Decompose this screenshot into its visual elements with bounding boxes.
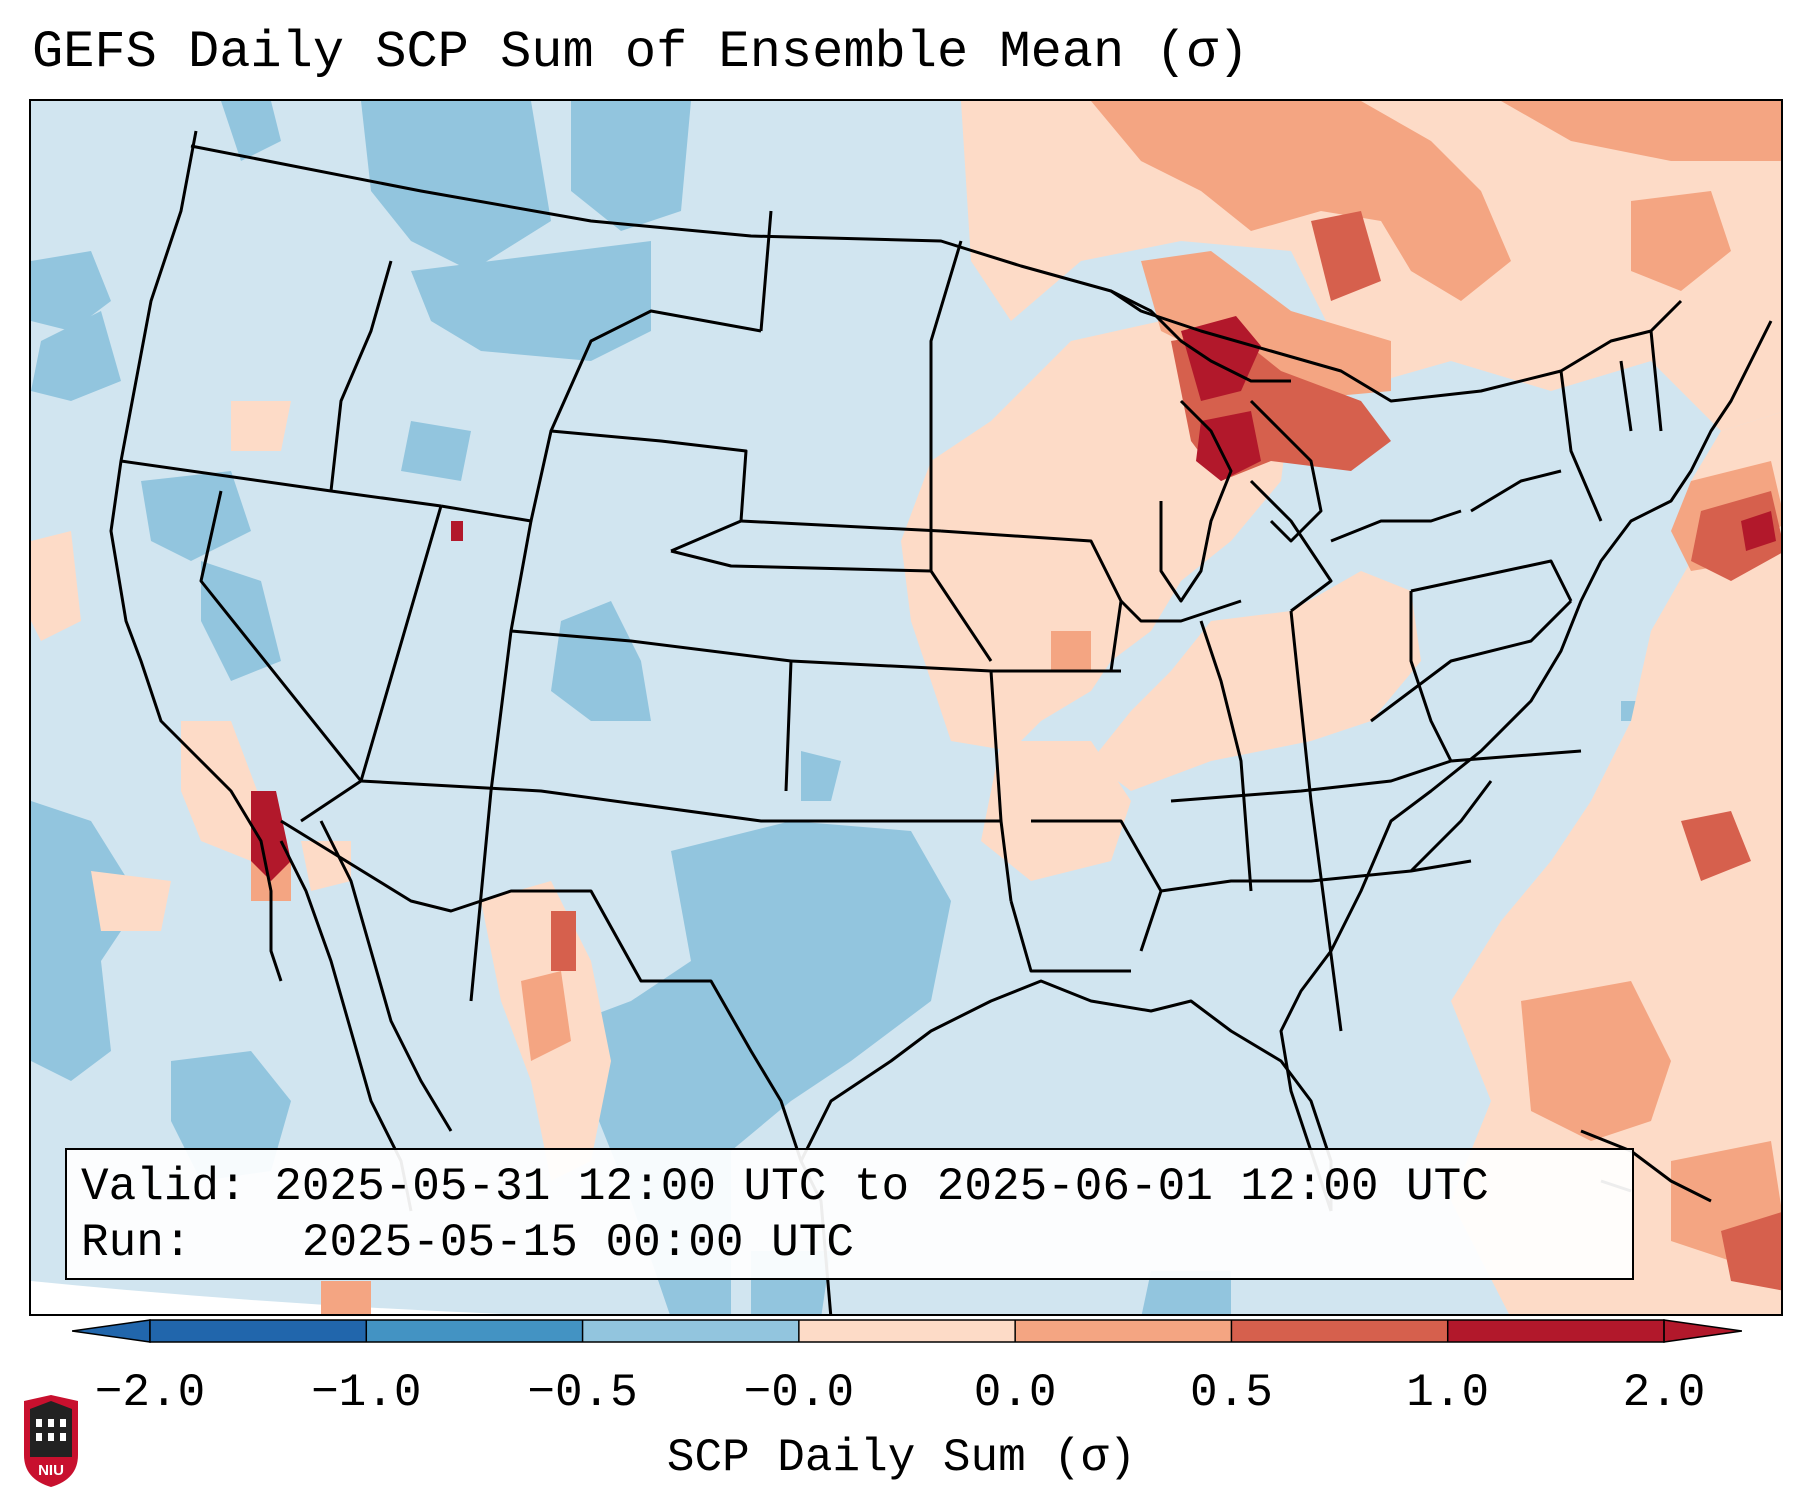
colorbar-label: SCP Daily Sum (σ)	[666, 1432, 1137, 1484]
colorbar-tick-label: −0.5	[527, 1367, 638, 1419]
niu-logo: NIU	[24, 1395, 78, 1487]
projection-edge	[31, 1281, 505, 1314]
colorbar-segment	[582, 1320, 800, 1342]
colorbar-segment	[1015, 1320, 1232, 1342]
colorbar-segment	[150, 1320, 367, 1342]
run-value: 2025-05-15 00:00 UTC	[301, 1217, 854, 1269]
colorbar-tick-label: 2.0	[1622, 1367, 1706, 1419]
colorbar-tick-label: 1.0	[1406, 1367, 1490, 1419]
colorbar-tick-label: −1.0	[311, 1367, 422, 1419]
valid-row: Valid: 2025-05-31 12:00 UTC to 2025-06-0…	[81, 1159, 1618, 1215]
colorbar-segment	[1231, 1320, 1449, 1342]
negative-anomaly-patches	[31, 101, 1641, 1314]
valid-label: Valid:	[81, 1161, 247, 1213]
valid-value: 2025-05-31 12:00 UTC to 2025-06-01 12:00…	[274, 1161, 1489, 1213]
valid-run-info-box: Valid: 2025-05-31 12:00 UTC to 2025-06-0…	[65, 1148, 1634, 1280]
borders	[109, 130, 1773, 1314]
positive-anomaly-areas	[31, 101, 1781, 1314]
colorbar-tick-label: 0.0	[973, 1367, 1057, 1419]
svg-text:NIU: NIU	[38, 1462, 64, 1479]
colorbar-segment	[1447, 1320, 1665, 1342]
colorbar-tick-label: 0.5	[1190, 1367, 1273, 1419]
run-row: Run: 2025-05-15 00:00 UTC	[81, 1215, 1618, 1271]
map-panel	[29, 99, 1783, 1316]
map-canvas	[31, 101, 1781, 1314]
colorbar	[72, 1319, 1742, 1343]
colorbar-extend-high	[1663, 1319, 1742, 1343]
colorbar-ticks: −2.0 −1.0 −0.5 −0.0 0.0 0.5 1.0 2.0	[0, 1365, 1803, 1425]
run-label: Run:	[81, 1217, 192, 1269]
colorbar-segment	[798, 1320, 1016, 1342]
peak-areas	[251, 316, 1776, 881]
colorbar-tick-label: −2.0	[94, 1367, 206, 1419]
map-title: GEFS Daily SCP Sum of Ensemble Mean (σ)	[32, 23, 1249, 82]
colorbar-segment	[366, 1320, 584, 1342]
colorbar-tick-label: −0.0	[743, 1367, 855, 1419]
colorbar-extend-low	[72, 1319, 151, 1343]
